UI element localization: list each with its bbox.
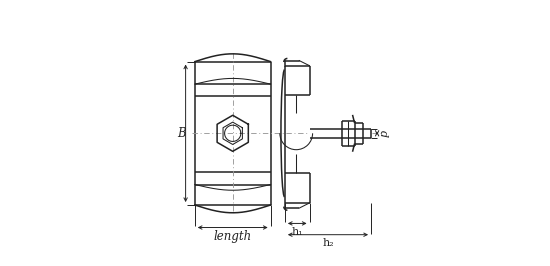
Text: h₁: h₁ [292,227,303,237]
Text: B: B [177,127,185,140]
Text: d: d [378,130,388,137]
Text: h₂: h₂ [322,238,334,248]
Text: length: length [213,230,252,243]
